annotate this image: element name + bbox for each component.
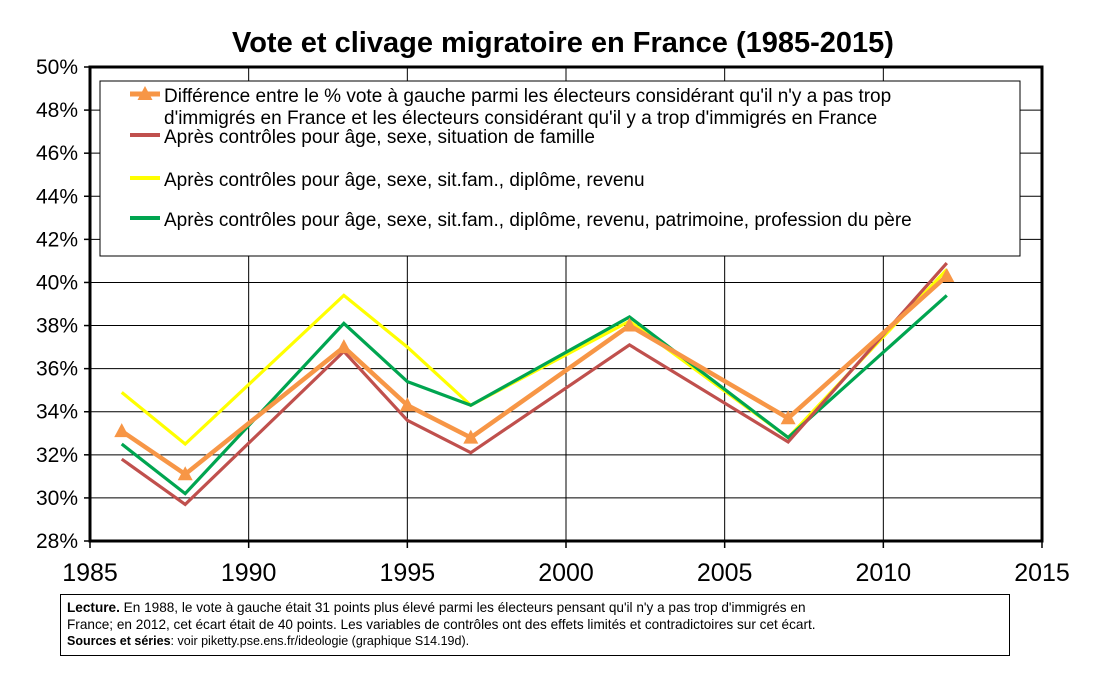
data-point-marker bbox=[621, 317, 637, 332]
legend-label-4: Après contrôles pour âge, sexe, sit.fam.… bbox=[164, 210, 912, 231]
data-point-marker bbox=[177, 466, 193, 481]
y-tick-label: 46% bbox=[36, 142, 78, 165]
y-tick-label: 48% bbox=[36, 99, 78, 122]
note-sources: Sources et séries: voir piketty.pse.ens.… bbox=[67, 633, 1003, 650]
plot-frame bbox=[88, 65, 1044, 543]
series-line-1 bbox=[120, 274, 949, 478]
data-point-marker bbox=[780, 410, 796, 425]
note-line-1: Lecture. En 1988, le vote à gauche était… bbox=[67, 599, 1003, 616]
x-tick-label: 1995 bbox=[380, 559, 436, 587]
series-line-4 bbox=[120, 294, 948, 496]
axis-ticks: 28% 30% 32% 34% 36% 38% 40% 42% 44% 46% 48% 50% 1985… bbox=[36, 56, 1070, 587]
series-group bbox=[114, 262, 955, 507]
x-tick-label: 1985 bbox=[62, 559, 118, 587]
legend-box bbox=[99, 80, 1021, 257]
y-tick-label: 42% bbox=[36, 228, 78, 251]
x-tick-label: 2010 bbox=[856, 559, 912, 587]
x-tick-label: 2000 bbox=[538, 559, 594, 587]
lecture-text-2: France; en 2012, cet écart était de 40 p… bbox=[67, 617, 816, 632]
data-point-marker bbox=[463, 429, 479, 444]
sources-label: Sources et séries bbox=[67, 634, 171, 648]
y-tick-label: 28% bbox=[36, 530, 78, 553]
data-point-marker bbox=[336, 339, 352, 354]
chart-title: Vote et clivage migratoire en France (19… bbox=[232, 27, 894, 59]
series-line-2 bbox=[120, 262, 948, 507]
sources-text: : voir piketty.pse.ens.fr/ideologie (gra… bbox=[170, 634, 470, 648]
y-tick-label: 40% bbox=[36, 271, 78, 294]
y-tick-label: 32% bbox=[36, 444, 78, 467]
x-tick-label: 1990 bbox=[221, 559, 277, 587]
data-point-marker bbox=[939, 267, 955, 282]
legend-label-1: Différence entre le % vote à gauche parm… bbox=[164, 86, 891, 107]
reading-note: Lecture. En 1988, le vote à gauche était… bbox=[60, 594, 1010, 656]
y-tick-label: 34% bbox=[36, 401, 78, 424]
data-point-marker bbox=[114, 423, 130, 438]
lecture-text-1: En 1988, le vote à gauche était 31 point… bbox=[119, 600, 806, 615]
data-point-marker bbox=[399, 397, 415, 412]
legend-label-3: Après contrôles pour âge, sexe, sit.fam.… bbox=[164, 170, 645, 191]
legend-marker bbox=[137, 86, 153, 100]
y-tick-label: 36% bbox=[36, 358, 78, 381]
series-line-3 bbox=[120, 268, 948, 447]
y-tick-label: 38% bbox=[36, 315, 78, 338]
lecture-label: Lecture. bbox=[67, 600, 120, 615]
x-tick-label: 2015 bbox=[1014, 559, 1070, 587]
y-tick-label: 30% bbox=[36, 487, 78, 510]
legend: Différence entre le % vote à gauche parm… bbox=[99, 80, 1021, 257]
y-tick-label: 44% bbox=[36, 185, 78, 208]
y-tick-label: 50% bbox=[36, 56, 78, 79]
chart: Vote et clivage migratoire en France (19… bbox=[36, 27, 1070, 587]
legend-label-2: Après contrôles pour âge, sexe, situatio… bbox=[164, 127, 595, 148]
x-tick-label: 2005 bbox=[697, 559, 753, 587]
legend-label-1: d'immigrés en France et les électeurs co… bbox=[164, 108, 877, 129]
